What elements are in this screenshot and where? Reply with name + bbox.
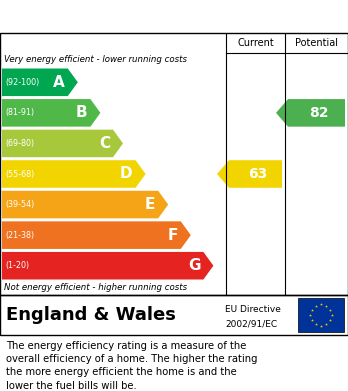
Text: (81-91): (81-91) [5, 108, 34, 117]
Text: (92-100): (92-100) [5, 78, 39, 87]
Text: 2002/91/EC: 2002/91/EC [225, 319, 277, 328]
Polygon shape [2, 160, 145, 188]
Text: (55-68): (55-68) [5, 170, 34, 179]
Text: B: B [76, 105, 87, 120]
Polygon shape [2, 221, 191, 249]
Text: E: E [145, 197, 155, 212]
Text: C: C [99, 136, 110, 151]
Text: Not energy efficient - higher running costs: Not energy efficient - higher running co… [4, 283, 187, 292]
Text: (69-80): (69-80) [5, 139, 34, 148]
Text: (39-54): (39-54) [5, 200, 34, 209]
Text: (21-38): (21-38) [5, 231, 34, 240]
Text: D: D [120, 167, 133, 181]
Text: A: A [53, 75, 65, 90]
Polygon shape [276, 99, 345, 127]
Polygon shape [2, 130, 123, 157]
Text: 82: 82 [309, 106, 328, 120]
Polygon shape [2, 191, 168, 218]
Text: G: G [188, 258, 200, 273]
Text: F: F [167, 228, 178, 243]
Polygon shape [217, 160, 282, 188]
Text: The energy efficiency rating is a measure of the
overall efficiency of a home. T: The energy efficiency rating is a measur… [6, 341, 258, 391]
Text: Energy Efficiency Rating: Energy Efficiency Rating [60, 7, 288, 25]
Polygon shape [2, 252, 213, 280]
Polygon shape [2, 68, 78, 96]
Bar [298, 298, 344, 332]
Polygon shape [2, 99, 101, 127]
Text: England & Wales: England & Wales [6, 306, 176, 324]
Text: Current: Current [237, 38, 274, 48]
Text: 63: 63 [248, 167, 267, 181]
Text: Potential: Potential [295, 38, 338, 48]
Text: Very energy efficient - lower running costs: Very energy efficient - lower running co… [4, 56, 187, 65]
Text: EU Directive: EU Directive [225, 305, 281, 314]
Text: (1-20): (1-20) [5, 261, 29, 270]
